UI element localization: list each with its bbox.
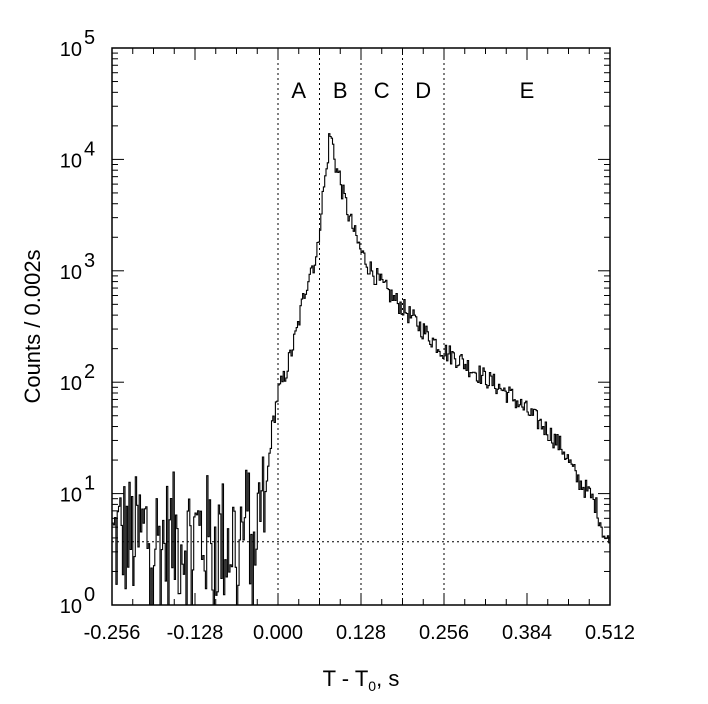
y-tick-label-exponent: 5 xyxy=(84,27,95,49)
y-tick-label-exponent: 2 xyxy=(84,361,95,383)
y-tick-label: 10 xyxy=(60,485,82,507)
x-axis-label: T - T0, s xyxy=(323,666,400,694)
y-tick-label: 10 xyxy=(60,262,82,284)
labels: Counts / 0.002s T - T0, s xyxy=(20,249,399,694)
x-tick-label: -0.128 xyxy=(167,622,224,644)
region-label-c: C xyxy=(374,78,390,103)
y-tick-label: 10 xyxy=(60,373,82,395)
x-tick-label: 0.256 xyxy=(419,622,469,644)
x-tick-label: -0.256 xyxy=(84,622,141,644)
y-axis-label: Counts / 0.002s xyxy=(20,249,45,403)
x-tick-label: 0.384 xyxy=(502,622,552,644)
region-label-e: E xyxy=(520,78,535,103)
region-label-d: D xyxy=(415,78,431,103)
y-tick-label: 10 xyxy=(60,150,82,172)
y-tick-label-exponent: 3 xyxy=(84,250,95,272)
y-tick-label-exponent: 4 xyxy=(84,138,95,160)
region-label-b: B xyxy=(333,78,348,103)
x-tick-label: 0.000 xyxy=(253,622,303,644)
x-axis-label-unit: , s xyxy=(376,666,399,691)
y-tick-label: 10 xyxy=(60,596,82,618)
y-tick-label-exponent: 0 xyxy=(84,584,95,606)
axes: -0.256 -0.128 0.000 0.128 0.256 0.384 0.512100… xyxy=(60,27,635,644)
x-tick-label: 0.128 xyxy=(336,622,386,644)
x-axis-label-main: T - T xyxy=(323,666,369,691)
y-tick-label: 10 xyxy=(60,39,82,61)
region-label-a: A xyxy=(291,78,306,103)
y-tick-label-exponent: 1 xyxy=(84,473,95,495)
data-series-line xyxy=(112,133,610,606)
x-axis-label-subscript: 0 xyxy=(368,678,376,694)
x-tick-label: 0.512 xyxy=(585,622,635,644)
